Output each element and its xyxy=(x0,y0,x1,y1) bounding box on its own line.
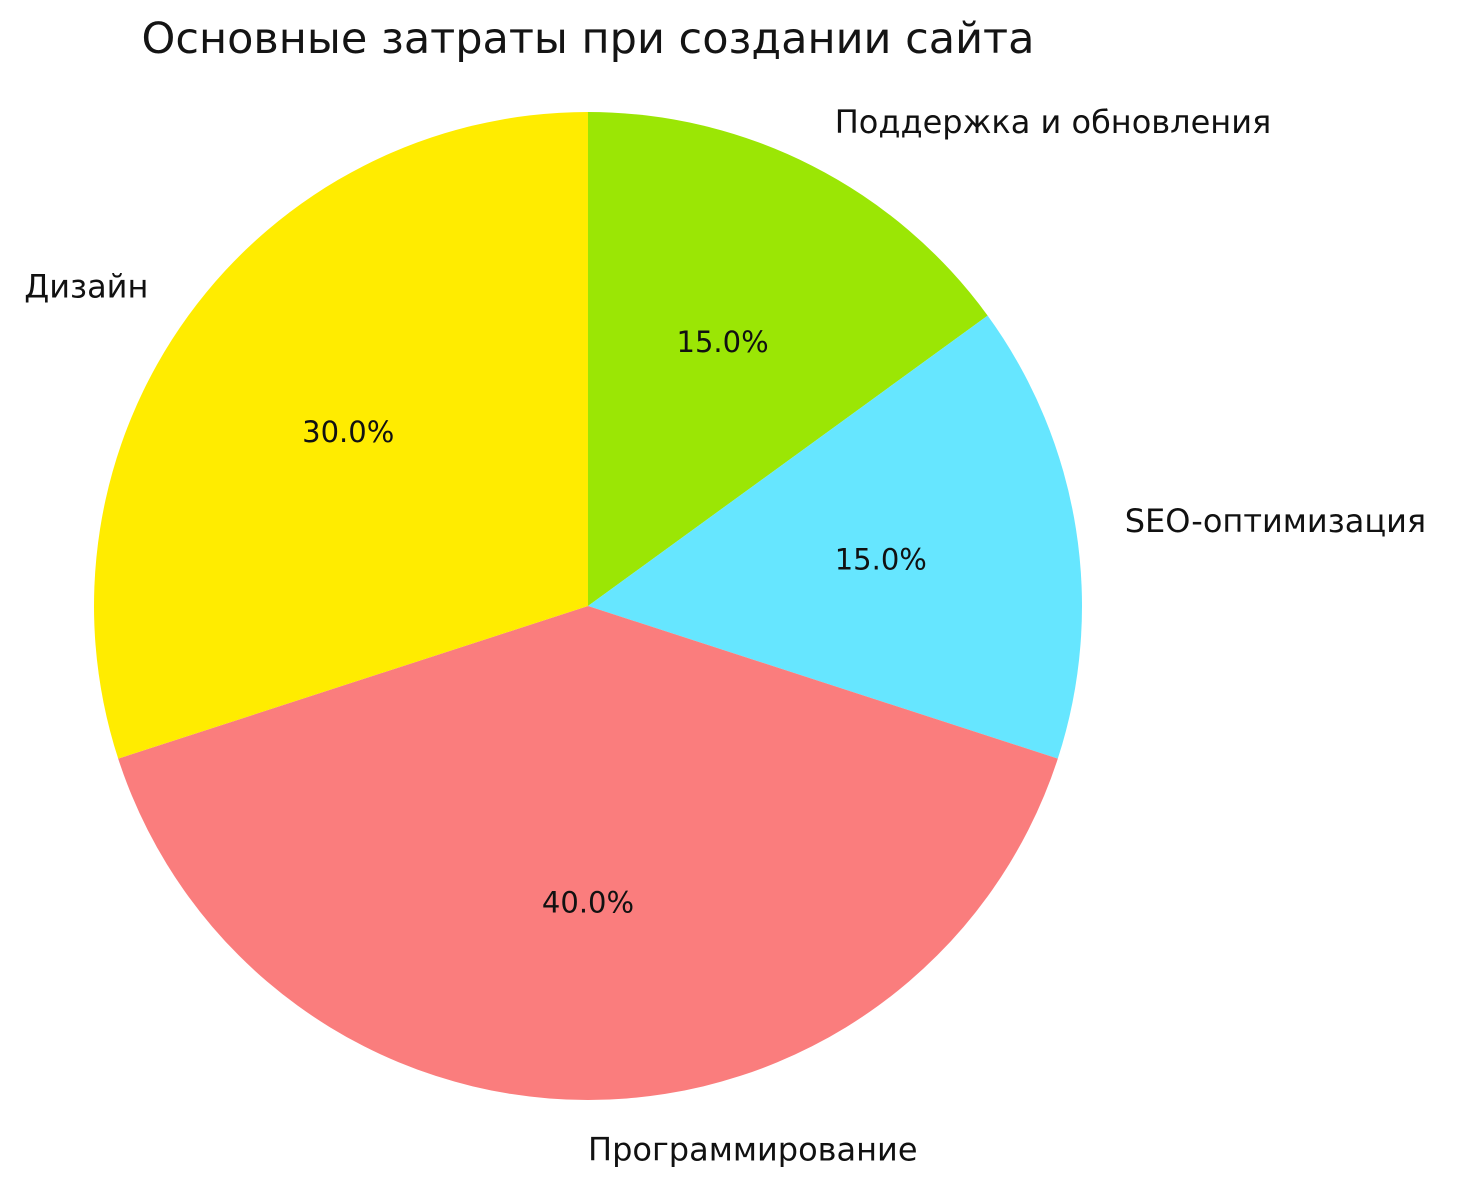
pie-percent-label-1: 15.0% xyxy=(677,325,769,359)
pie-percent-label-3: 40.0% xyxy=(542,885,634,919)
pie-slices-group: 15.0% Поддержка и обновления 15.0% SEO-опти… xyxy=(24,103,1426,1169)
pie-percent-label-4: 30.0% xyxy=(302,415,394,449)
pie-slice-label-2: SEO-оптимизация xyxy=(1125,502,1426,540)
pie-slice-label-4: Дизайн xyxy=(24,268,148,306)
pie-slice-label-1: Поддержка и обновления xyxy=(835,103,1272,141)
chart-title: Основные затраты при создании сайта xyxy=(142,14,1035,64)
pie-slice-3 xyxy=(118,606,1058,1100)
pie-slice-2 xyxy=(588,315,1082,759)
pie-slice-1 xyxy=(588,112,988,606)
pie-slice-4 xyxy=(94,112,588,759)
pie-percent-label-2: 15.0% xyxy=(835,543,927,577)
pie-slice-label-3: Программирование xyxy=(588,1130,918,1168)
